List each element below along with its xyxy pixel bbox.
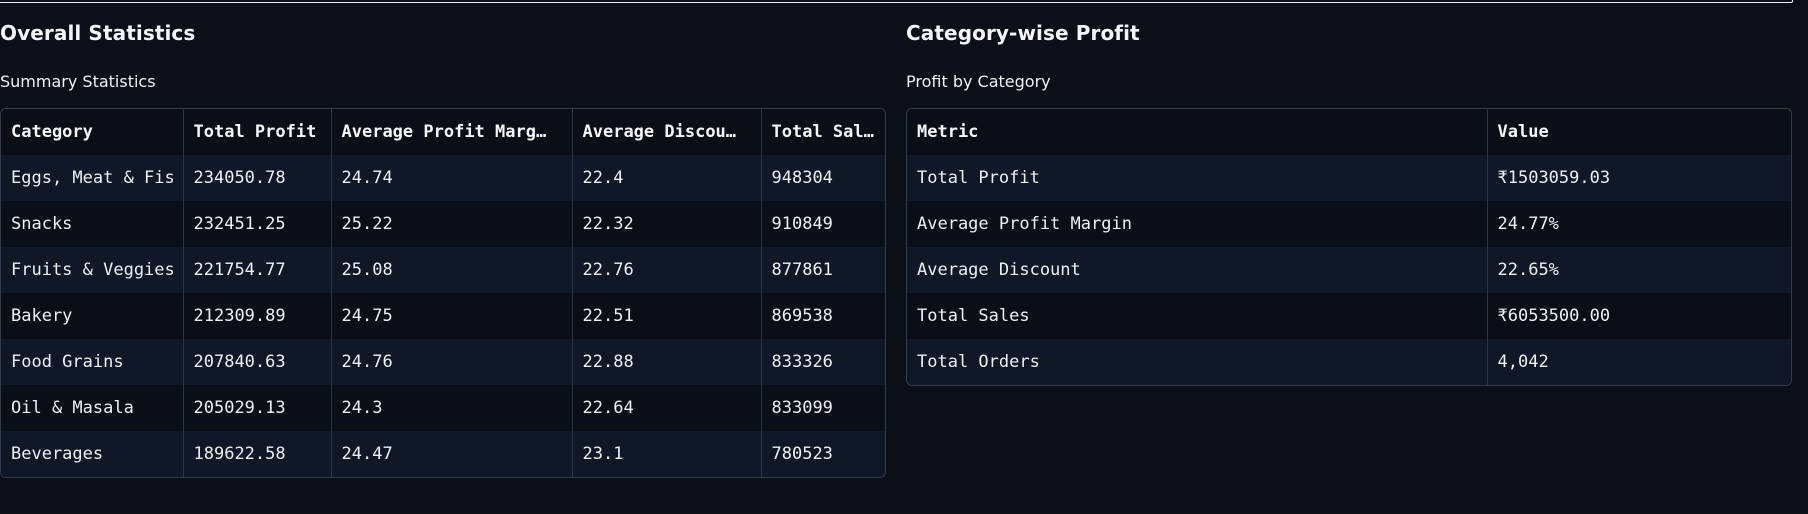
average-profit-margin-cell[interactable]: 25.08 [331,247,573,293]
value-cell[interactable]: 24.77% [1487,201,1791,247]
average-discount-cell[interactable]: 22.51 [572,293,762,339]
average-profit-margin-cell[interactable]: 24.76 [331,339,573,385]
average-discount-cell[interactable]: 22.4 [572,155,762,201]
table-row[interactable]: Average Discount 22.65% [907,247,1791,293]
summary-statistics-table[interactable]: Category Total Profit Average Profit Mar… [0,108,886,478]
category-cell[interactable]: Eggs, Meat & Fis [1,155,184,201]
value-cell[interactable]: 4,042 [1487,339,1791,385]
table-row[interactable]: Beverages 189622.58 24.47 23.1 780523 [1,431,885,477]
average-profit-margin-cell[interactable]: 24.3 [331,385,573,431]
header-average-profit-margin[interactable]: Average Profit Marg… [331,109,573,155]
header-total-sales[interactable]: Total Sal… [761,109,885,155]
average-profit-margin-cell[interactable]: 25.22 [331,201,573,247]
total-profit-cell[interactable]: 221754.77 [183,247,332,293]
table-row[interactable]: Average Profit Margin 24.77% [907,201,1791,247]
category-cell[interactable]: Bakery [1,293,184,339]
header-metric[interactable]: Metric [907,109,1488,155]
average-profit-margin-cell[interactable]: 24.74 [331,155,573,201]
table-row[interactable]: Eggs, Meat & Fis 234050.78 24.74 22.4 94… [1,155,885,201]
metric-cell[interactable]: Average Discount [907,247,1488,293]
header-category[interactable]: Category [1,109,184,155]
table-row[interactable]: Snacks 232451.25 25.22 22.32 910849 [1,201,885,247]
metric-cell[interactable]: Total Profit [907,155,1488,201]
header-average-discount[interactable]: Average Discou… [572,109,762,155]
total-sales-cell[interactable]: 833326 [761,339,885,385]
category-cell[interactable]: Beverages [1,431,184,477]
category-cell[interactable]: Snacks [1,201,184,247]
category-wise-profit-title: Category-wise Profit [906,21,1140,45]
total-sales-cell[interactable]: 948304 [761,155,885,201]
total-profit-cell[interactable]: 234050.78 [183,155,332,201]
bottom-edge-strip [0,512,1808,514]
metric-cell[interactable]: Average Profit Margin [907,201,1488,247]
total-sales-cell[interactable]: 910849 [761,201,885,247]
header-total-profit[interactable]: Total Profit [183,109,332,155]
total-sales-cell[interactable]: 780523 [761,431,885,477]
table-row[interactable]: Fruits & Veggies 221754.77 25.08 22.76 8… [1,247,885,293]
summary-statistics-subtitle: Summary Statistics [0,72,156,91]
total-sales-cell[interactable]: 833099 [761,385,885,431]
table-row[interactable]: Oil & Masala 205029.13 24.3 22.64 833099 [1,385,885,431]
overall-statistics-title: Overall Statistics [0,21,196,45]
total-profit-cell[interactable]: 207840.63 [183,339,332,385]
average-discount-cell[interactable]: 22.76 [572,247,762,293]
value-cell[interactable]: ₹6053500.00 [1487,293,1791,339]
table-row[interactable]: Total Orders 4,042 [907,339,1791,385]
profit-by-category-subtitle: Profit by Category [906,72,1051,91]
average-profit-margin-cell[interactable]: 24.47 [331,431,573,477]
summary-table-header-row: Category Total Profit Average Profit Mar… [1,109,885,155]
average-profit-margin-cell[interactable]: 24.75 [331,293,573,339]
value-cell[interactable]: ₹1503059.03 [1487,155,1791,201]
total-sales-cell[interactable]: 869538 [761,293,885,339]
metric-cell[interactable]: Total Orders [907,339,1488,385]
total-profit-cell[interactable]: 205029.13 [183,385,332,431]
category-cell[interactable]: Food Grains [1,339,184,385]
overall-statistics-panel: Overall Statistics Summary Statistics Ca… [0,0,886,514]
total-profit-cell[interactable]: 189622.58 [183,431,332,477]
table-row[interactable]: Bakery 212309.89 24.75 22.51 869538 [1,293,885,339]
total-sales-cell[interactable]: 877861 [761,247,885,293]
category-cell[interactable]: Fruits & Veggies [1,247,184,293]
value-cell[interactable]: 22.65% [1487,247,1791,293]
category-wise-profit-panel: Category-wise Profit Profit by Category … [906,0,1792,514]
average-discount-cell[interactable]: 22.32 [572,201,762,247]
metric-cell[interactable]: Total Sales [907,293,1488,339]
table-row[interactable]: Total Profit ₹1503059.03 [907,155,1791,201]
profit-table-header-row: Metric Value [907,109,1791,155]
total-profit-cell[interactable]: 212309.89 [183,293,332,339]
category-cell[interactable]: Oil & Masala [1,385,184,431]
average-discount-cell[interactable]: 23.1 [572,431,762,477]
average-discount-cell[interactable]: 22.88 [572,339,762,385]
table-row[interactable]: Total Sales ₹6053500.00 [907,293,1791,339]
profit-by-category-table[interactable]: Metric Value Total Profit ₹1503059.03 Av… [906,108,1792,386]
average-discount-cell[interactable]: 22.64 [572,385,762,431]
total-profit-cell[interactable]: 232451.25 [183,201,332,247]
header-value[interactable]: Value [1487,109,1791,155]
table-row[interactable]: Food Grains 207840.63 24.76 22.88 833326 [1,339,885,385]
top-container-border [0,0,1793,3]
